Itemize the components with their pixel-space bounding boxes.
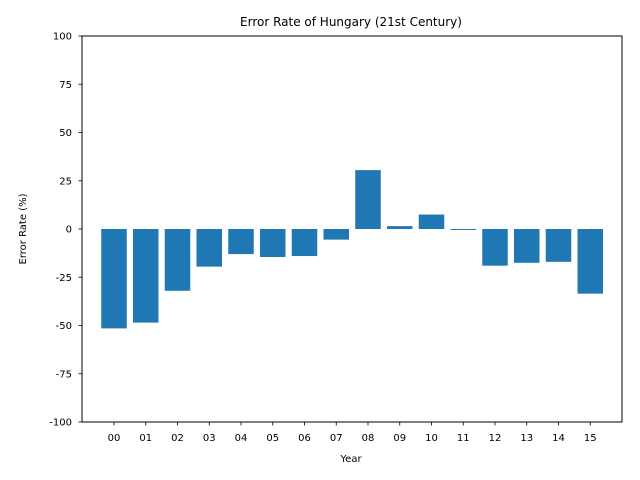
x-tick-label: 13 (520, 433, 533, 444)
x-tick-label: 06 (298, 433, 311, 444)
x-axis-label: Year (339, 454, 362, 465)
x-tick-label: 04 (235, 433, 248, 444)
bar-12 (482, 229, 508, 266)
x-tick-label: 02 (171, 433, 184, 444)
x-tick-label: 07 (330, 433, 343, 444)
y-tick-label: 75 (59, 80, 72, 91)
bar-07 (323, 229, 349, 240)
bars-group (101, 170, 603, 329)
bar-13 (514, 229, 540, 263)
x-tick-label: 15 (584, 433, 597, 444)
bar-11 (450, 229, 476, 230)
x-tick-label: 12 (489, 433, 502, 444)
bar-05 (260, 229, 286, 257)
y-tick-label: -25 (56, 273, 72, 284)
y-tick-label: 25 (59, 176, 72, 187)
x-tick-label: 01 (139, 433, 152, 444)
x-tick-label: 08 (362, 433, 375, 444)
bar-10 (418, 214, 445, 229)
y-tick-label: 50 (59, 128, 72, 139)
bar-08 (355, 170, 381, 229)
y-tick-label: -50 (56, 321, 72, 332)
x-tick-label: 05 (266, 433, 279, 444)
chart-title: Error Rate of Hungary (21st Century) (240, 15, 462, 29)
bar-02 (164, 229, 191, 291)
x-tick-label: 03 (203, 433, 216, 444)
bar-14 (545, 229, 572, 262)
bar-04 (228, 229, 254, 255)
bar-03 (196, 229, 222, 267)
y-axis-ticks: -100 -75 -50 -25 0 25 50 75 100 (49, 32, 82, 429)
bar-01 (133, 229, 159, 323)
bar-00 (101, 229, 127, 329)
x-tick-label: 10 (425, 433, 438, 444)
y-tick-label: 100 (53, 32, 72, 43)
bar-15 (577, 229, 603, 294)
bar-06 (291, 229, 318, 257)
x-tick-label: 11 (457, 433, 470, 444)
y-tick-label: -75 (56, 369, 72, 380)
y-tick-label: -100 (49, 418, 72, 429)
plot-frame (81, 35, 623, 423)
y-axis-label: Error Rate (%) (18, 193, 29, 264)
y-tick-label: 0 (66, 225, 72, 236)
x-tick-label: 14 (552, 433, 565, 444)
x-axis-ticks: 00 01 02 03 04 05 06 07 08 09 10 11 12 13 14 15 (108, 422, 597, 444)
bar-09 (387, 226, 413, 229)
x-tick-label: 09 (393, 433, 406, 444)
x-tick-label: 00 (108, 433, 121, 444)
